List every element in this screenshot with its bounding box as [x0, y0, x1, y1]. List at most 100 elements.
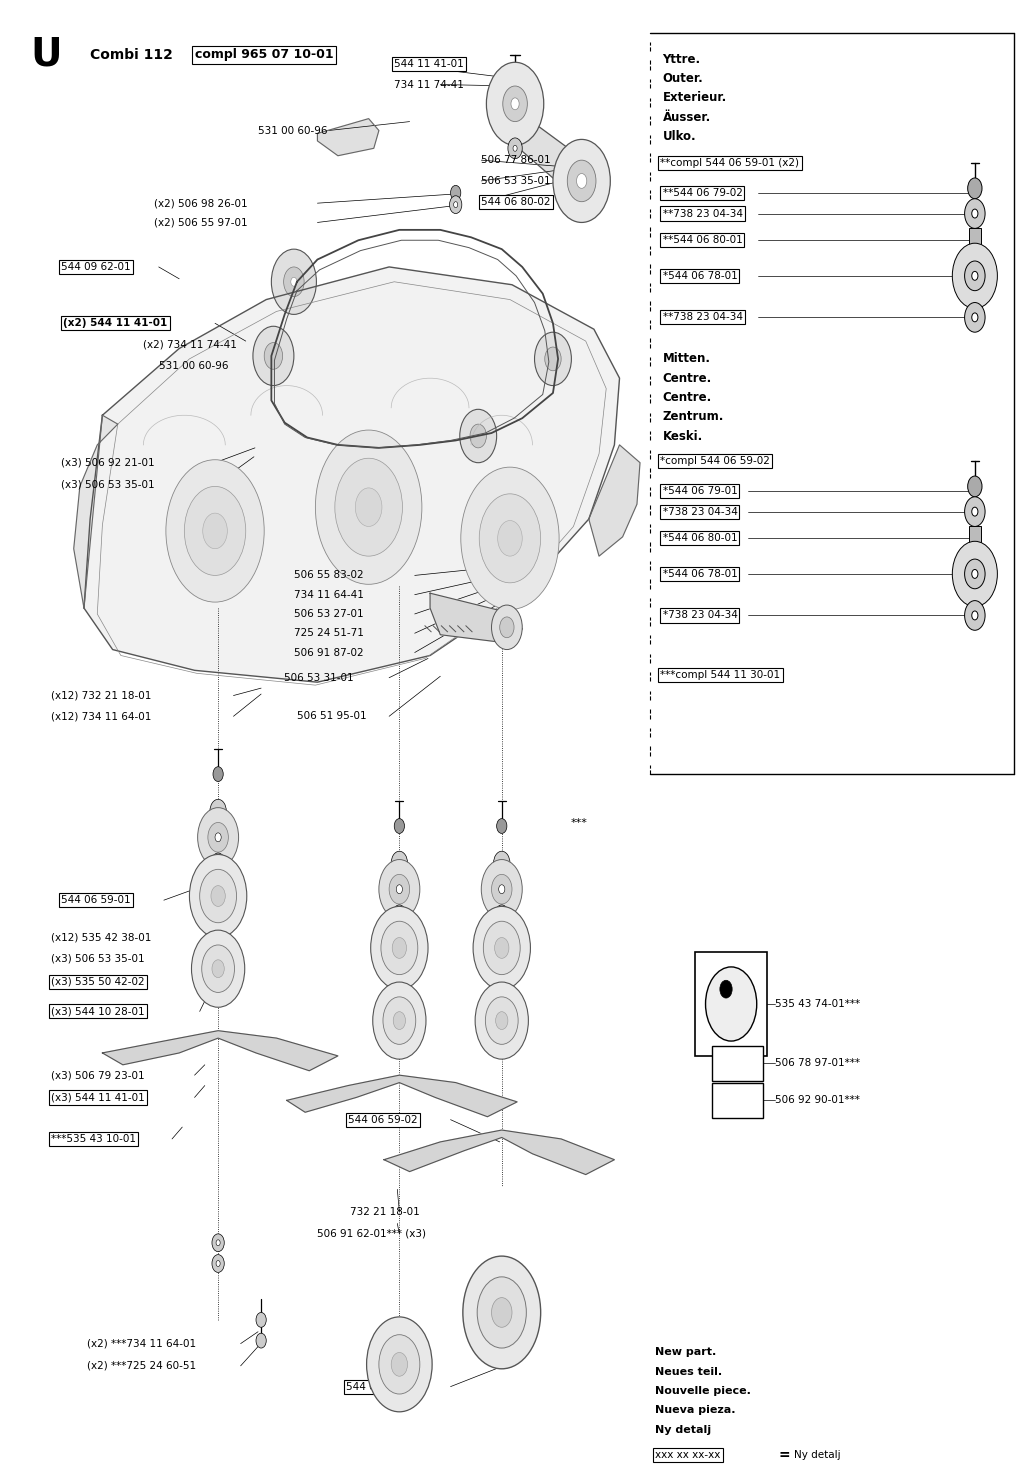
Circle shape	[486, 62, 544, 145]
Text: (x3) 506 53 35-01: (x3) 506 53 35-01	[51, 954, 144, 962]
Polygon shape	[384, 1130, 614, 1175]
Text: Ulko.: Ulko.	[663, 131, 696, 142]
Text: (x3) 535 50 42-02: (x3) 535 50 42-02	[51, 977, 144, 986]
Circle shape	[965, 261, 985, 291]
Circle shape	[577, 174, 587, 188]
Text: (x3) 506 92 21-01: (x3) 506 92 21-01	[61, 458, 155, 467]
Polygon shape	[84, 267, 620, 682]
Circle shape	[503, 86, 527, 122]
Circle shape	[498, 521, 522, 556]
Circle shape	[720, 980, 732, 998]
Circle shape	[256, 1312, 266, 1327]
Circle shape	[335, 458, 402, 556]
Text: (x12) 535 42 38-01: (x12) 535 42 38-01	[51, 933, 152, 942]
Text: (x3) 506 79 23-01: (x3) 506 79 23-01	[51, 1071, 144, 1080]
Circle shape	[972, 569, 978, 578]
Circle shape	[473, 906, 530, 989]
Circle shape	[460, 409, 497, 463]
Circle shape	[373, 982, 426, 1059]
Circle shape	[972, 209, 978, 218]
Text: 544 06 59-02: 544 06 59-02	[348, 1115, 418, 1124]
Text: (x2) 506 55 97-01: (x2) 506 55 97-01	[154, 218, 247, 227]
Polygon shape	[74, 415, 118, 608]
Circle shape	[271, 249, 316, 314]
Circle shape	[706, 967, 757, 1041]
Circle shape	[952, 243, 997, 308]
Text: Ny detalj: Ny detalj	[794, 1450, 841, 1459]
Text: Nueva pieza.: Nueva pieza.	[655, 1406, 736, 1415]
Text: (x3) 544 10 28-01: (x3) 544 10 28-01	[51, 1007, 144, 1016]
Circle shape	[451, 185, 461, 200]
Circle shape	[253, 326, 294, 386]
Circle shape	[965, 559, 985, 589]
Text: 531 00 60-96: 531 00 60-96	[159, 362, 228, 371]
Circle shape	[211, 885, 225, 906]
Polygon shape	[502, 99, 584, 182]
Text: 725 24 51-71: 725 24 51-71	[294, 629, 364, 638]
Text: Yttre.: Yttre.	[663, 53, 700, 65]
Circle shape	[463, 1256, 541, 1369]
Circle shape	[213, 767, 223, 782]
Text: ***: ***	[570, 819, 587, 828]
Text: 734 11 74-41: 734 11 74-41	[394, 80, 464, 89]
Circle shape	[392, 905, 407, 925]
Circle shape	[483, 921, 520, 974]
Text: Centre.: Centre.	[663, 372, 712, 384]
Circle shape	[383, 997, 416, 1044]
Text: Exterieur.: Exterieur.	[663, 92, 727, 104]
Circle shape	[189, 854, 247, 937]
Circle shape	[256, 1333, 266, 1348]
Circle shape	[972, 313, 978, 322]
Circle shape	[215, 833, 221, 842]
Circle shape	[545, 347, 561, 371]
Circle shape	[500, 860, 504, 866]
Circle shape	[495, 905, 509, 925]
Text: (x2) 734 11 74-41: (x2) 734 11 74-41	[143, 340, 238, 349]
Circle shape	[198, 808, 239, 868]
Circle shape	[216, 1261, 220, 1266]
Text: 544 11 41-01: 544 11 41-01	[394, 59, 464, 68]
Polygon shape	[287, 1075, 517, 1117]
Text: 531 00 60-96: 531 00 60-96	[258, 126, 328, 135]
Polygon shape	[102, 1031, 338, 1071]
Circle shape	[972, 611, 978, 620]
Circle shape	[371, 906, 428, 989]
Circle shape	[381, 921, 418, 974]
Text: (x2) ***725 24 60-51: (x2) ***725 24 60-51	[87, 1361, 197, 1370]
Circle shape	[553, 139, 610, 222]
Circle shape	[212, 1234, 224, 1252]
Circle shape	[461, 467, 559, 610]
Circle shape	[397, 912, 401, 918]
Text: 506 53 27-01: 506 53 27-01	[294, 610, 364, 618]
Circle shape	[965, 601, 985, 630]
Text: Ny detalj: Ny detalj	[655, 1425, 712, 1434]
Circle shape	[454, 202, 458, 208]
Circle shape	[392, 937, 407, 958]
Text: **738 23 04-34: **738 23 04-34	[663, 313, 742, 322]
Text: compl 965 07 10-01: compl 965 07 10-01	[195, 49, 333, 61]
Text: 734 11 64-41: 734 11 64-41	[294, 590, 364, 599]
Circle shape	[397, 860, 401, 866]
Circle shape	[391, 851, 408, 875]
Circle shape	[208, 823, 228, 853]
Circle shape	[972, 271, 978, 280]
Circle shape	[481, 860, 522, 919]
Text: 732 21 18-01: 732 21 18-01	[350, 1207, 420, 1216]
Text: **compl 544 06 59-01 (x2): **compl 544 06 59-01 (x2)	[660, 159, 800, 168]
Text: Mitten.: Mitten.	[663, 353, 711, 365]
Text: U: U	[31, 36, 62, 74]
Circle shape	[379, 860, 420, 919]
Circle shape	[191, 930, 245, 1007]
Circle shape	[965, 303, 985, 332]
Circle shape	[485, 997, 518, 1044]
Circle shape	[499, 885, 505, 894]
Text: Centre.: Centre.	[663, 392, 712, 403]
Circle shape	[211, 853, 225, 873]
Circle shape	[389, 875, 410, 905]
Circle shape	[500, 617, 514, 638]
Text: *544 06 78-01: *544 06 78-01	[663, 569, 737, 578]
Circle shape	[492, 875, 512, 905]
Circle shape	[393, 1011, 406, 1029]
Bar	[969, 526, 981, 550]
Text: 535 43 74-01***: 535 43 74-01***	[775, 1000, 860, 1008]
